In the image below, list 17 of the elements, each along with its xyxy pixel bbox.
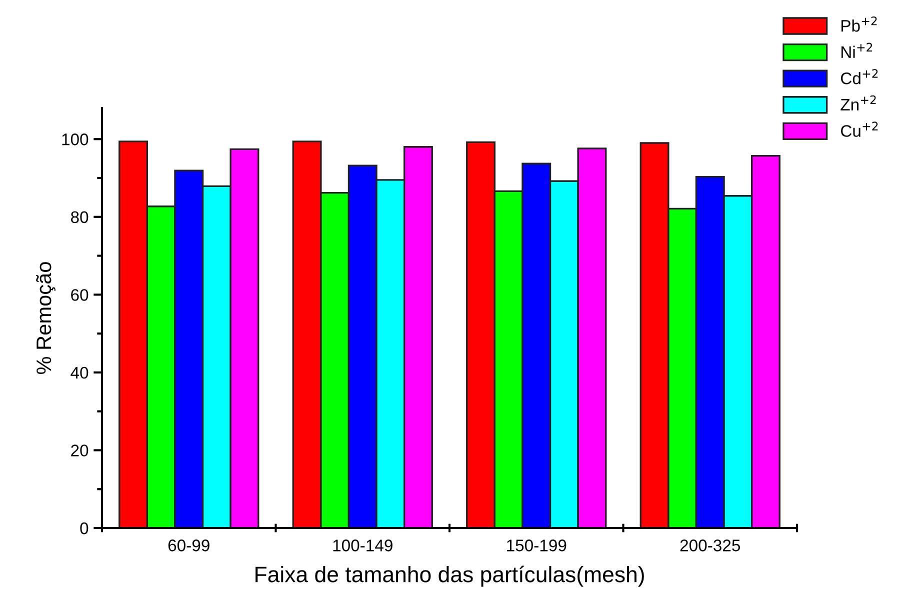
y-tick-label: 40 — [70, 366, 88, 379]
x-tick-label: 200-325 — [680, 540, 740, 552]
y-tick-label: 60 — [71, 289, 88, 301]
legend-label: Zn$^{+2}$ — [840, 95, 876, 110]
legend-label: Cd$^{+2}$ — [840, 69, 878, 84]
legend-label: Pb$^{+2}$ — [842, 16, 877, 32]
y-tick-label: 80 — [70, 211, 88, 224]
y-axis-title: % Remoção — [36, 262, 56, 374]
x-axis-title: Faixa de tamanho das partículas(mesh) — [256, 566, 644, 587]
x-tick-label: 150-199 — [507, 540, 566, 552]
x-tick-label: 100-149 — [333, 540, 392, 552]
y-tick-label: 100 — [62, 134, 88, 146]
legend-label: Ni$^{+2}$ — [842, 42, 872, 58]
legend-label: Cu$^{+2}$ — [840, 122, 878, 137]
y-tick-label: 0 — [80, 522, 88, 534]
x-tick-label: 60-99 — [168, 540, 210, 552]
y-tick-label: 20 — [71, 444, 88, 456]
